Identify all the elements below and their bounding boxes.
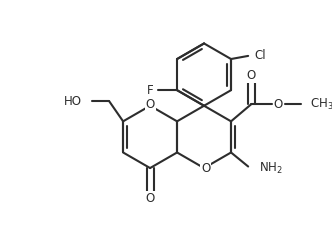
Text: NH$_2$: NH$_2$ <box>259 161 283 176</box>
Text: F: F <box>147 84 154 97</box>
Text: Cl: Cl <box>255 49 267 62</box>
Text: HO: HO <box>64 94 82 108</box>
Text: O: O <box>201 162 210 175</box>
Text: CH$_3$: CH$_3$ <box>309 97 332 112</box>
Text: O: O <box>145 192 155 205</box>
Text: O: O <box>145 98 155 111</box>
Text: O: O <box>247 69 256 82</box>
Text: O: O <box>274 98 283 111</box>
